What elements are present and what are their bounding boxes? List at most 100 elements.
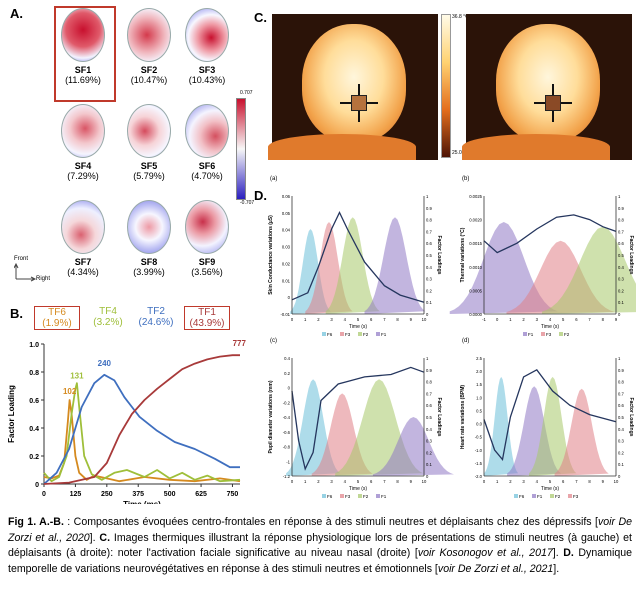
y-tick-label: 0.4 bbox=[29, 426, 39, 433]
caption-panel-c: C. bbox=[99, 531, 111, 544]
tf-name: TF6 bbox=[48, 307, 66, 318]
scalp-map-variance: (7.29%) bbox=[67, 171, 99, 181]
y-tick-label: -1.0 bbox=[475, 448, 483, 453]
legend-label: F6 bbox=[327, 494, 333, 499]
scalp-map-label: SF9 bbox=[198, 257, 216, 267]
physio-trend-line bbox=[291, 210, 425, 303]
y-tick-label: 0.0000 bbox=[469, 312, 482, 317]
x-tick-label: 6 bbox=[575, 317, 578, 322]
y-tick-label: -0.6 bbox=[283, 430, 291, 435]
right-axis-label: Factor Loadings bbox=[436, 398, 442, 437]
y-tick-label: 1.0 bbox=[29, 342, 39, 349]
factor-bump-f2 bbox=[325, 217, 380, 314]
subplot-tag: (d) bbox=[462, 338, 469, 344]
panel-a-letter: A. bbox=[10, 6, 23, 21]
x-tick-label: 3 bbox=[330, 317, 333, 322]
caption-text: ]. bbox=[552, 547, 564, 559]
sf1-highlight-box bbox=[54, 6, 116, 102]
x-axis-label: Time (s) bbox=[349, 324, 367, 330]
scalp-map-sf9: SF9 (3.56%) bbox=[172, 200, 242, 277]
y-tick-label: 0.03 bbox=[282, 245, 291, 250]
physio-trend-line bbox=[483, 368, 617, 461]
legend-swatch bbox=[340, 494, 344, 498]
scalp-topography bbox=[185, 8, 229, 62]
face-heat-region bbox=[302, 24, 406, 142]
autonomic-dynamics-charts: (a)-0.0100.010.020.030.040.050.0600.10.2… bbox=[268, 176, 636, 499]
physio-trend-line bbox=[291, 366, 425, 471]
legend-swatch bbox=[358, 494, 362, 498]
right-tick-label: 1 bbox=[618, 194, 621, 199]
right-tick-label: 0.3 bbox=[618, 439, 624, 444]
x-tick-label: 1 bbox=[496, 479, 499, 484]
scalp-map-label: SF7 bbox=[74, 257, 92, 267]
tf-name: TF2 bbox=[147, 306, 165, 317]
right-tick-label: 0.9 bbox=[618, 368, 624, 373]
right-tick-label: 0.2 bbox=[426, 450, 432, 455]
x-tick-label: 1 bbox=[304, 317, 307, 322]
scalp-map-label: SF6 bbox=[198, 161, 216, 171]
right-tick-label: 0.1 bbox=[426, 462, 432, 467]
subplot-c: (c) -1.2 -1 -0.8 -0.6 -0.4 -0.2 0 0.2 0.4 0 0.1 0.2 0… bbox=[268, 338, 454, 499]
right-tick-label: 0.7 bbox=[618, 229, 624, 234]
x-tick-label: 3 bbox=[330, 479, 333, 484]
legend-swatch bbox=[568, 494, 572, 498]
legend-swatch bbox=[322, 494, 326, 498]
y-tick-label: 2.0 bbox=[476, 369, 482, 374]
y-tick-label: 0.01 bbox=[282, 278, 291, 283]
legend-label: F6 bbox=[327, 332, 333, 337]
legend-swatch bbox=[523, 332, 527, 336]
factor-bump-f1 bbox=[372, 417, 454, 476]
tf-variance: (24.6%) bbox=[138, 317, 174, 328]
x-tick-label: 375 bbox=[132, 491, 144, 498]
scalp-map-label: SF2 bbox=[140, 65, 158, 75]
scale-max-label: 0.707 bbox=[240, 90, 253, 96]
scalp-map-sf6: SF6 (4.70%) bbox=[172, 104, 242, 181]
scalp-map-variance: (11.69%) bbox=[65, 75, 101, 85]
x-tick-label: 0 bbox=[42, 491, 46, 498]
panel-b-letter: B. bbox=[10, 306, 23, 321]
tf-label-tf4: TF4 (3.2%) bbox=[86, 306, 130, 328]
scalp-topography bbox=[127, 104, 171, 158]
x-tick-label: 125 bbox=[70, 491, 82, 498]
legend-label: F1 bbox=[537, 494, 543, 499]
temp-scale-top: 36.8 °C bbox=[452, 14, 469, 20]
scalp-map-sf3: SF3 (10.43%) bbox=[172, 8, 242, 85]
thermal-image-neutral bbox=[268, 14, 438, 160]
scalp-map-variance: (4.70%) bbox=[191, 171, 223, 181]
legend-swatch bbox=[532, 494, 536, 498]
y-tick-label: 0.2 bbox=[29, 454, 39, 461]
right-tick-label: 1 bbox=[426, 194, 429, 199]
y-tick-label: 0.06 bbox=[282, 194, 291, 199]
right-tick-label: 0.7 bbox=[426, 229, 432, 234]
peak-label: 102 bbox=[63, 387, 77, 396]
legend-label: F3 bbox=[345, 332, 351, 337]
shoulder-heat-region bbox=[462, 134, 610, 160]
x-tick-label: 0 bbox=[483, 479, 486, 484]
peak-label: 777 bbox=[233, 340, 247, 348]
scalp-map-sf2: SF2 (10.47%) bbox=[114, 8, 184, 85]
scalp-topography bbox=[185, 200, 229, 254]
right-tick-label: 0.8 bbox=[426, 218, 432, 223]
right-tick-label: 0.1 bbox=[426, 300, 432, 305]
x-tick-label: 8 bbox=[396, 317, 399, 322]
legend-label: F1 bbox=[528, 332, 534, 337]
caption-citation: voir De Zorzi et al., 2021 bbox=[437, 562, 554, 575]
x-tick-label: 7 bbox=[588, 317, 591, 322]
right-tick-label: 0.9 bbox=[426, 368, 432, 373]
y-tick-label: -1.2 bbox=[283, 474, 291, 479]
right-tick-label: 0.6 bbox=[618, 403, 624, 408]
y-tick-label: 0.0020 bbox=[469, 218, 482, 223]
subplot-tag: (c) bbox=[270, 338, 277, 344]
x-tick-label: 2 bbox=[317, 479, 320, 484]
right-tick-label: 0.4 bbox=[426, 265, 432, 270]
y-tick-label: 0.0015 bbox=[469, 241, 482, 246]
y-tick-label: 0.5 bbox=[476, 408, 482, 413]
x-tick-label: 9 bbox=[615, 317, 618, 322]
scalp-topography bbox=[61, 200, 105, 254]
panel-d-letter: D. bbox=[254, 188, 267, 203]
factor-bump-f6 bbox=[484, 376, 519, 476]
right-tick-label: 0.3 bbox=[426, 439, 432, 444]
right-tick-label: 0.6 bbox=[426, 241, 432, 246]
y-tick-label: 0.0 bbox=[476, 422, 482, 427]
nose-roi-box bbox=[351, 95, 367, 111]
